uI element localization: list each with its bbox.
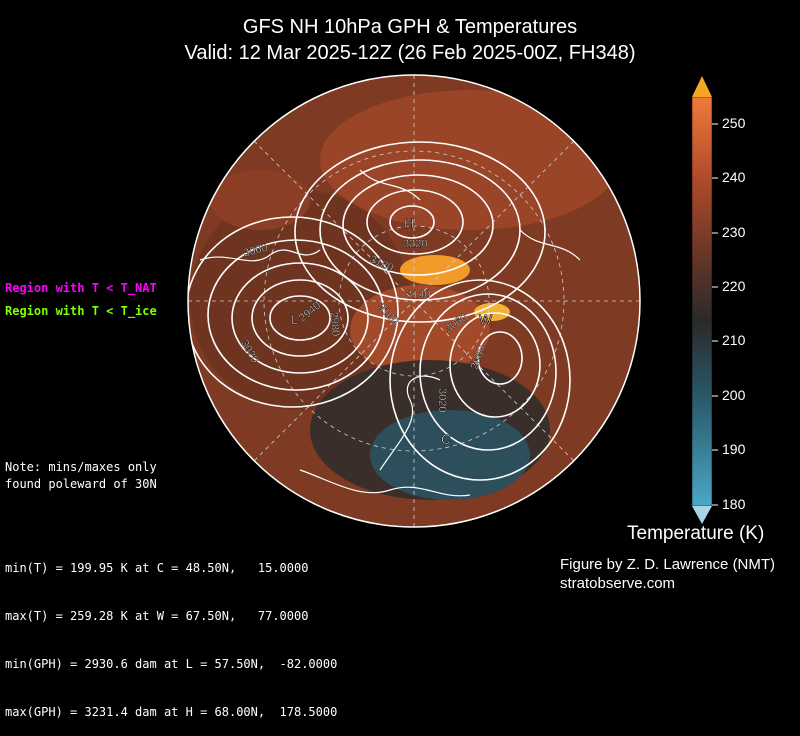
stat-max-temp: max(T) = 259.28 K at W = 67.50N, 77.0000 [5, 609, 309, 623]
stat-max-gph: max(GPH) = 3231.4 dam at H = 68.00N, 178… [5, 705, 338, 719]
stat-min-gph: min(GPH) = 2930.6 dam at L = 57.50N, -82… [5, 657, 338, 671]
polar-map: 3060 3020 2940 2980 3100 3180 3220 3140 … [187, 74, 718, 528]
contour-label: 2980 [327, 311, 341, 336]
colorbar-title: Temperature (K) [627, 523, 765, 544]
chart-title-line2: Valid: 12 Mar 2025-12Z (26 Feb 2025-00Z,… [184, 42, 636, 64]
colorbar-tick: 180 [722, 496, 746, 512]
gph-min-marker: L [291, 311, 299, 327]
credit-website: stratobserve.com [560, 575, 676, 592]
colorbar-tick: 190 [722, 441, 746, 457]
coastlines [199, 169, 581, 497]
gph-contours [188, 141, 571, 481]
colorbar-tick: 230 [722, 224, 746, 240]
temp-min-marker: C [441, 431, 451, 447]
temp-max-marker: W [479, 311, 493, 327]
extrema-stats: min(T) = 199.95 K at C = 48.50N, 15.0000… [5, 528, 337, 736]
stat-min-temp: min(T) = 199.95 K at C = 48.50N, 15.0000 [5, 561, 309, 575]
contour-label: 3220 [403, 238, 427, 250]
map-boundary [187, 74, 641, 528]
extrema-note: Note: mins/maxes only found poleward of … [5, 460, 157, 491]
credit-author: Figure by Z. D. Lawrence (NMT) [560, 556, 776, 573]
colorbar-tick: 250 [722, 115, 746, 131]
chart-title-line1: GFS NH 10hPa GPH & Temperatures [242, 16, 578, 38]
colorbar-tick: 240 [722, 169, 746, 185]
legend-nat-label: Region with T < T_NAT [5, 281, 157, 295]
colorbar-tick: 200 [722, 387, 746, 403]
contour-label: 3020 [436, 388, 448, 412]
colorbar-tick: 220 [722, 278, 746, 294]
gph-max-marker: H [404, 215, 414, 231]
contour-label: 3140 [406, 289, 430, 301]
colorbar [691, 76, 718, 524]
colorbar-tick: 210 [722, 332, 746, 348]
legend-ice-label: Region with T < T_ice [5, 304, 157, 318]
